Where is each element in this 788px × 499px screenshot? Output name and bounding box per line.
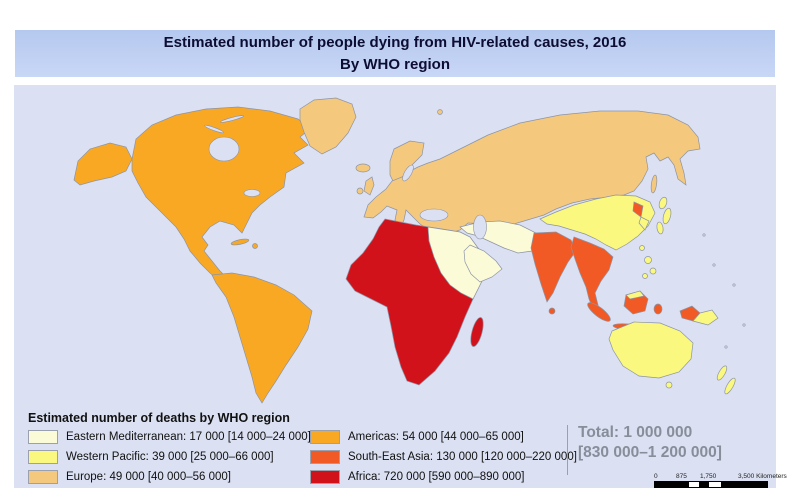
title-line-2: By WHO region [339,55,450,73]
total-box: Total: 1 000 000 [830 000–1 200 000] [578,423,722,463]
region-greenland [299,97,357,155]
legend-item-western-pacific: Western Pacific: 39 000 [25 000–66 000] [28,449,274,464]
region-japan-hokkaido [658,196,668,210]
pacific-island-3 [702,233,706,237]
region-sri-lanka [548,307,556,315]
region-south-korea [638,216,650,231]
region-united-kingdom [363,176,375,196]
legend-swatch-americas [310,429,340,444]
region-tasmania [665,381,673,389]
baltic-sea [402,164,414,182]
region-india [530,231,577,303]
legend-swatch-africa [310,469,340,484]
region-new-zealand-south [724,377,736,395]
region-philippines-mindanao [649,267,657,275]
region-borneo-malaysia [625,290,645,300]
region-papua-new-guinea [692,309,719,326]
region-philippines-visayas [642,273,648,279]
region-ireland [356,187,364,195]
region-iceland [355,163,371,173]
legend-swatch-western-pacific [28,449,58,464]
scale-bar-segments [654,481,768,488]
region-china-mongolia [539,194,656,251]
black-sea [419,208,449,222]
region-sakhalin [650,174,658,194]
region-sumatra [587,302,611,322]
arctic-channel-1 [220,115,244,123]
legend-divider [567,425,568,475]
legend-header: Estimated number of deaths by WHO region [28,411,290,425]
total-line-1: Total: 1 000 000 [578,424,693,441]
region-northeast-africa [427,226,496,300]
scale-tick-875: 875 [676,473,687,480]
legend-item-americas: Americas: 54 000 [44 000–65 000] [310,429,524,444]
region-europe-russia [363,110,701,235]
region-hispaniola [252,243,258,249]
legend-swatch-south-east-asia [310,449,340,464]
scale-bar: 0 875 1,750 3,500 Kilometers [652,473,787,489]
region-madagascar [470,317,484,347]
arctic-channel-2 [204,125,224,133]
legend-label-south-east-asia: South-East Asia: 130 000 [120 000–220 00… [348,450,577,463]
great-lakes [243,189,261,197]
region-south-america [211,272,313,404]
region-sulawesi [653,303,663,315]
title-line-1: Estimated number of people dying from HI… [163,33,627,51]
region-north-korea [632,201,644,218]
region-taiwan [639,245,645,251]
legend-label-africa: Africa: 720 000 [590 000–890 000] [348,470,525,483]
scale-tick-0: 0 [654,473,658,480]
total-line-2: [830 000–1 200 000] [578,444,722,462]
region-philippines-luzon [644,256,652,264]
title-bar: Estimated number of people dying from HI… [15,30,775,77]
legend-swatch-eastern-mediterranean [28,429,58,444]
scale-tick-3500-kilometers: 3,500 Kilometers [738,473,787,480]
world-map [73,97,746,404]
region-new-zealand-north [716,365,728,381]
region-cuba [230,238,250,246]
region-arabian-peninsula [463,244,503,283]
region-north-america [131,106,311,282]
legend-label-americas: Americas: 54 000 [44 000–65 000] [348,430,524,443]
pacific-island-4 [742,323,746,327]
legend-label-western-pacific: Western Pacific: 39 000 [25 000–66 000] [66,450,274,463]
legend-label-eastern-mediterranean: Eastern Mediterranean: 17 000 [14 000–24… [66,430,311,443]
legend-label-europe: Europe: 49 000 [40 000–56 000] [66,470,231,483]
map-panel: Estimated number of deaths by WHO region… [14,85,787,489]
region-alaska [73,142,133,186]
region-svalbard [437,109,443,115]
scale-tick-1750: 1,750 [700,473,717,480]
pacific-island-2 [732,283,736,287]
legend-item-africa: Africa: 720 000 [590 000–890 000] [310,469,524,484]
legend-item-europe: Europe: 49 000 [40 000–56 000] [28,469,231,484]
legend-swatch-europe [28,469,58,484]
region-japan-honshu [662,207,672,225]
legend-item-south-east-asia: South-East Asia: 130 000 [120 000–220 00… [310,449,577,464]
legend-item-eastern-mediterranean: Eastern Mediterranean: 17 000 [14 000–24… [28,429,311,444]
caspian-sea [473,214,487,240]
pacific-island-1 [712,263,716,267]
region-japan-kyushu [656,221,664,235]
legend: Estimated number of deaths by WHO region… [14,407,787,489]
pacific-island-5 [724,345,728,349]
hudson-bay [208,136,240,162]
region-australia [608,321,694,379]
